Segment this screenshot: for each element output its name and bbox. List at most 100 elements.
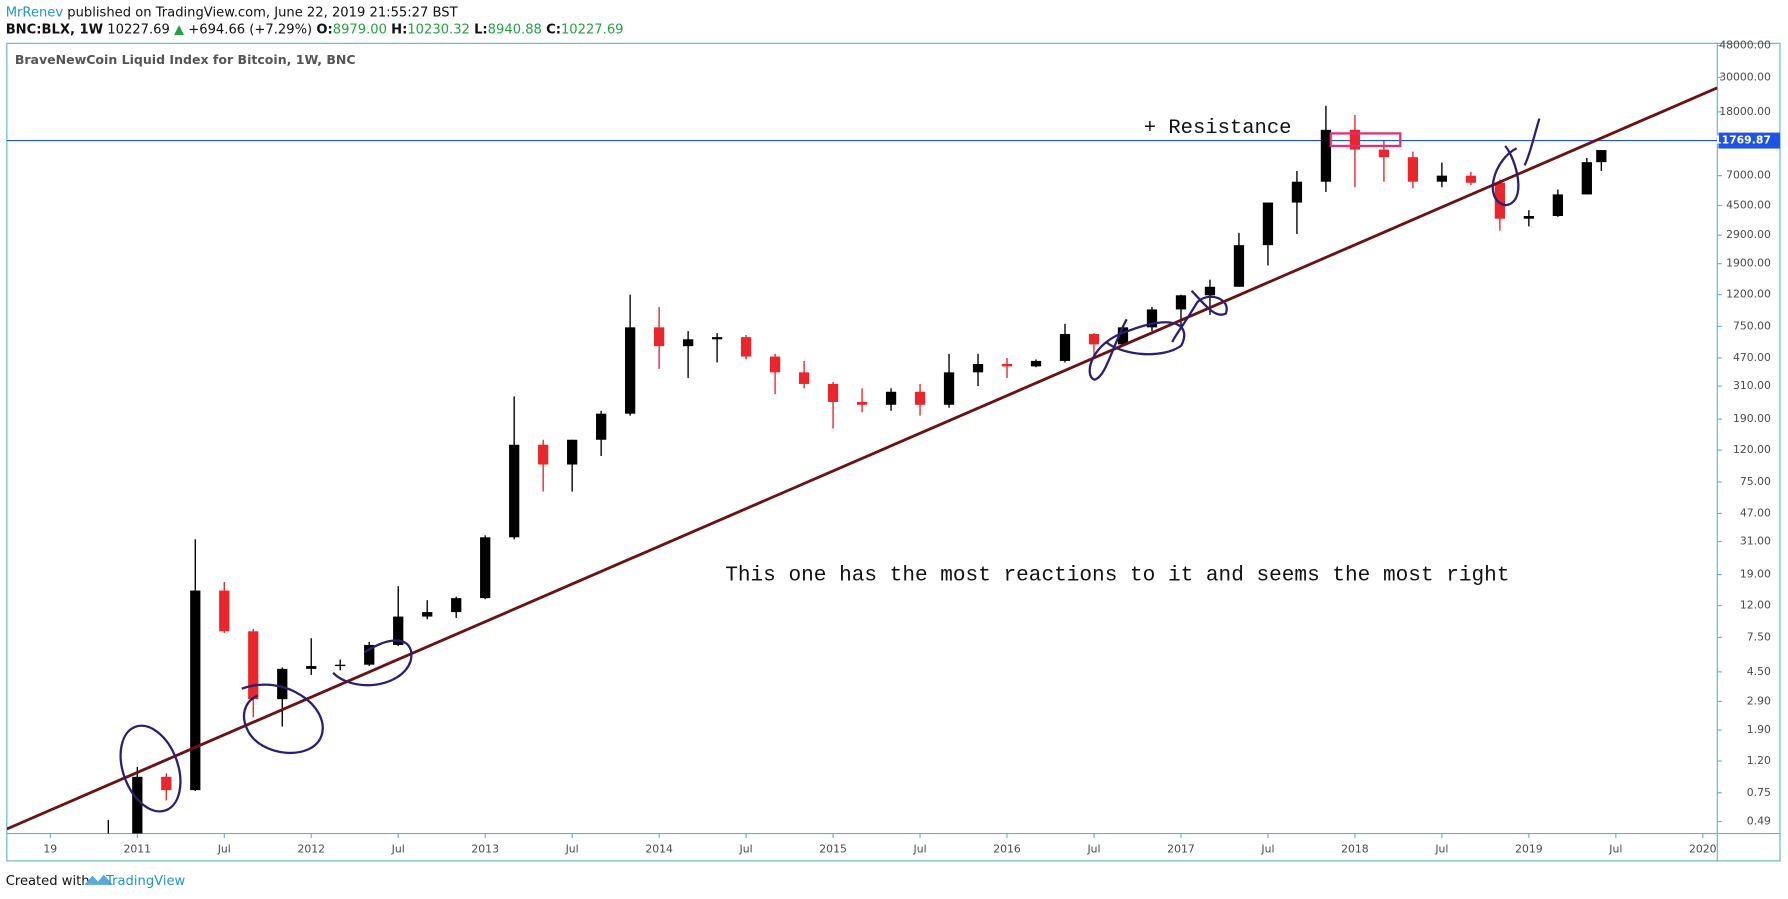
x-tick-label: Jul — [739, 843, 753, 856]
publish-line: MrRenev published on TradingView.com, Ju… — [6, 5, 459, 20]
candle-body — [306, 666, 317, 669]
x-tick-label: 19 — [43, 843, 57, 856]
arrow: ▲ — [174, 22, 185, 37]
circle — [332, 639, 413, 687]
y-tick-label: 75.00 — [1740, 475, 1771, 488]
y-tick-label: 190.00 — [1733, 412, 1771, 425]
quote-line: BNC:BLX, 1W 10227.69 ▲ +694.66 (+7.29%) … — [6, 22, 624, 37]
candle-body — [1204, 286, 1216, 296]
candle-body — [1320, 129, 1332, 182]
y-tick-label: 47.00 — [1740, 506, 1771, 519]
high-label: H: — [391, 22, 407, 37]
candle-body — [248, 631, 259, 700]
x-tick-label: Jul — [1260, 843, 1274, 856]
x-tick-label: Jul — [217, 843, 231, 856]
y-tick-label: 7.50 — [1747, 630, 1771, 643]
candle-body — [364, 644, 375, 665]
candle-body — [1175, 295, 1187, 310]
x-tick-label: 2012 — [297, 843, 325, 856]
candle-body — [1436, 175, 1448, 182]
y-tick-label: 310.00 — [1733, 379, 1771, 392]
candle-body — [277, 668, 288, 700]
hand-drawn-marks — [119, 118, 1541, 813]
candle-body — [711, 337, 723, 340]
candle-body — [161, 776, 172, 791]
y-tick-label: 31.00 — [1740, 535, 1771, 548]
candle-body — [538, 444, 549, 465]
y-tick-label: 1900.00 — [1726, 257, 1771, 270]
candle-body — [1465, 175, 1477, 183]
candle-body — [682, 339, 694, 347]
y-tick-label: 120.00 — [1733, 443, 1771, 456]
stroke — [1523, 118, 1541, 166]
y-tick-label: 18000.00 — [1719, 105, 1771, 118]
low-label: L: — [474, 22, 488, 37]
y-tick-label: 2.90 — [1747, 694, 1771, 707]
x-tick-label: Jul — [1434, 843, 1448, 856]
candle-body — [1088, 334, 1100, 345]
candle-body — [567, 439, 578, 465]
last-price: 10227.69 — [107, 22, 170, 37]
circle — [241, 683, 324, 755]
plot — [6, 105, 1718, 834]
candle-body — [422, 612, 433, 617]
y-tick-label: 30000.00 — [1719, 70, 1771, 83]
published: published on TradingView.com, June 22, 2… — [67, 5, 458, 20]
candle-body — [480, 537, 491, 599]
author[interactable]: MrRenev — [6, 5, 64, 20]
annotations: + Resistance This one has the most reacti… — [725, 117, 1509, 587]
candle-body — [914, 391, 926, 405]
x-tick-label: Jul — [913, 843, 927, 856]
candle-body — [1596, 150, 1607, 163]
resistance-box — [1329, 132, 1402, 148]
y-tick-label: 470.00 — [1733, 351, 1771, 364]
x-tick-label: Jul — [1086, 843, 1100, 856]
close-label: C: — [546, 22, 561, 37]
circle — [119, 724, 182, 813]
candle-body — [219, 590, 230, 632]
circle — [1491, 145, 1520, 207]
y-tick-label: 1.20 — [1747, 754, 1771, 767]
x-tick-label: 2017 — [1167, 843, 1195, 856]
footer-created: Created with — [6, 874, 90, 889]
candle-body — [1146, 309, 1158, 328]
x-tick-label: Jul — [391, 843, 405, 856]
candle-body — [451, 598, 462, 613]
candle-body — [509, 444, 520, 538]
y-tick-label: 19.00 — [1740, 568, 1771, 581]
x-tick-label: Jul — [1608, 843, 1622, 856]
y-tick-label: 1200.00 — [1726, 288, 1771, 301]
annotation: + Resistance — [1144, 117, 1292, 140]
candle-body — [972, 363, 984, 373]
x-tick-label: 2011 — [124, 843, 152, 856]
candle-body — [190, 590, 201, 791]
candle-body — [1030, 360, 1042, 367]
circle — [1171, 289, 1228, 343]
x-tick-label: 2013 — [471, 843, 499, 856]
x-tick-label: 2018 — [1341, 843, 1369, 856]
candle-body — [1262, 202, 1274, 246]
y-tick-label: 48000.00 — [1719, 39, 1771, 52]
candle-body — [654, 327, 665, 347]
open-label: O: — [316, 22, 332, 37]
symbol: BNC:BLX, 1W — [6, 22, 104, 37]
candle-body — [335, 664, 346, 667]
candle-body — [1581, 162, 1592, 195]
close: 10227.69 — [561, 22, 624, 37]
candle-body — [1291, 181, 1303, 203]
candle-body — [798, 372, 810, 384]
x-tick-label: Jul — [565, 843, 579, 856]
candle-body — [1378, 149, 1390, 158]
candle-body — [1117, 327, 1129, 345]
candle-body — [1494, 182, 1506, 219]
x-tick-label: 2014 — [645, 843, 673, 856]
candle-body — [1349, 129, 1361, 150]
x-tick-label: 2019 — [1515, 843, 1543, 856]
candle-body — [1523, 216, 1534, 219]
candle-body — [1552, 194, 1563, 217]
footer-brand[interactable]: TradingView — [105, 874, 185, 889]
y-tick-label: 750.00 — [1733, 319, 1771, 332]
y-tick-label: 7000.00 — [1726, 169, 1771, 182]
